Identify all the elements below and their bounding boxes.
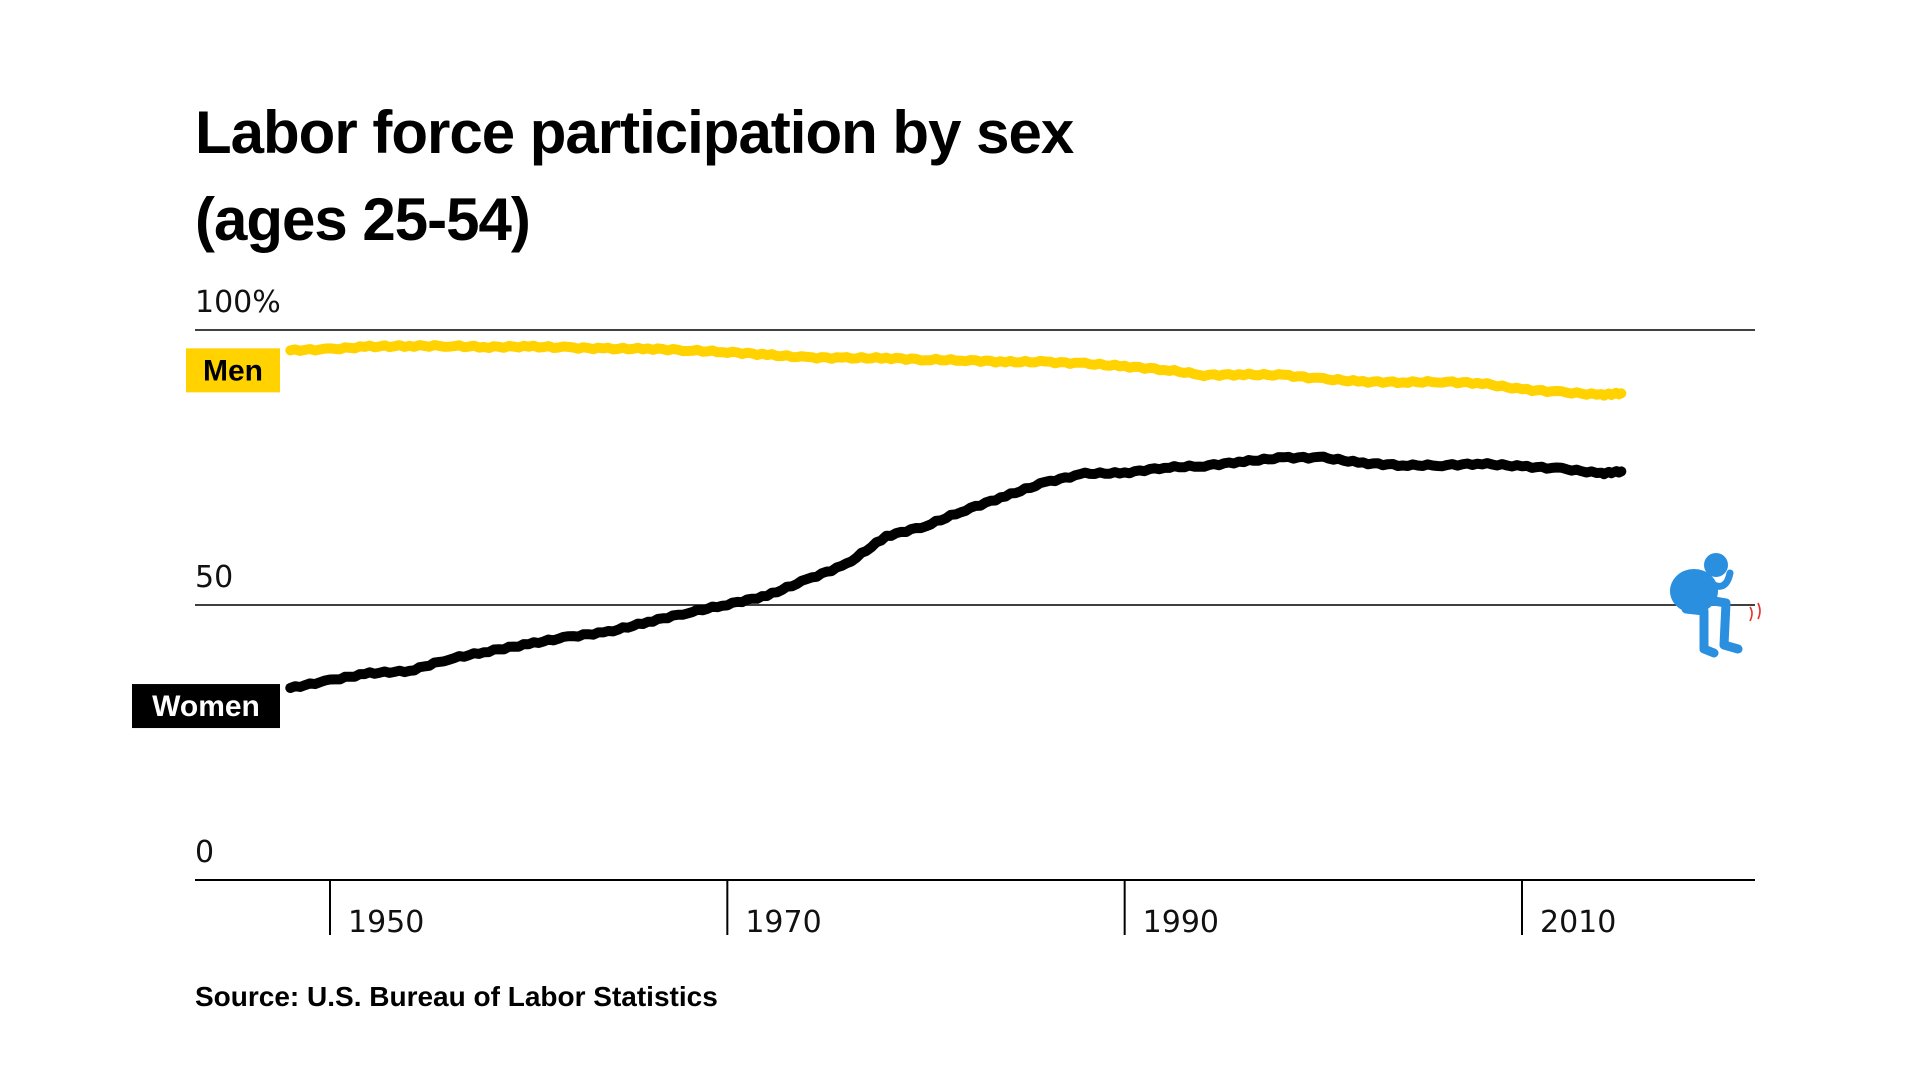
series-label-men: Men	[186, 348, 280, 393]
sad-person-sitting-icon	[1670, 553, 1761, 658]
figure-leg	[1681, 604, 1719, 658]
figure-head	[1704, 553, 1728, 577]
source-note: Source: U.S. Bureau of Labor Statistics	[195, 981, 718, 1012]
x-tick-label: 1950	[348, 905, 424, 940]
x-axis: 1950 1970 1990 2010	[329, 880, 1616, 940]
chart-title-line1: Labor force participation by sex	[195, 99, 1074, 166]
series-line-men	[285, 340, 1627, 401]
series-label-box	[132, 684, 280, 729]
x-tick-label: 1970	[745, 905, 821, 940]
figure-leg	[1697, 594, 1743, 654]
chart-title-line2: (ages 25-54)	[195, 186, 530, 253]
series-lines	[285, 340, 1627, 693]
y-tick-label: 50	[195, 560, 233, 595]
sad-marks	[1749, 602, 1761, 622]
series-label-women: Women	[132, 684, 280, 729]
figure-arm	[1706, 569, 1734, 590]
series-labels: Men Women	[132, 348, 280, 729]
x-tick-label: 1990	[1143, 905, 1219, 940]
series-line-women	[285, 451, 1627, 693]
y-tick-label: 100%	[195, 285, 281, 320]
series-label-text: Women	[152, 690, 260, 723]
x-tick-label: 2010	[1540, 905, 1616, 940]
grid-lines	[195, 329, 1755, 881]
y-axis: 100% 50 0	[195, 285, 281, 870]
series-label-box	[186, 348, 280, 393]
y-tick-label: 0	[195, 835, 214, 870]
series-label-text: Men	[203, 354, 263, 387]
